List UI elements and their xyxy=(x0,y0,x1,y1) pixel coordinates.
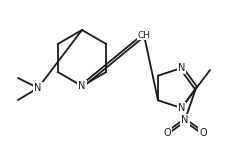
Text: O: O xyxy=(163,128,171,138)
Text: CH: CH xyxy=(137,31,150,40)
Text: N: N xyxy=(181,115,189,125)
Text: N: N xyxy=(178,63,185,73)
Text: N: N xyxy=(78,81,86,91)
Text: O: O xyxy=(199,128,207,138)
Text: N: N xyxy=(178,103,185,113)
Text: N: N xyxy=(34,83,42,93)
